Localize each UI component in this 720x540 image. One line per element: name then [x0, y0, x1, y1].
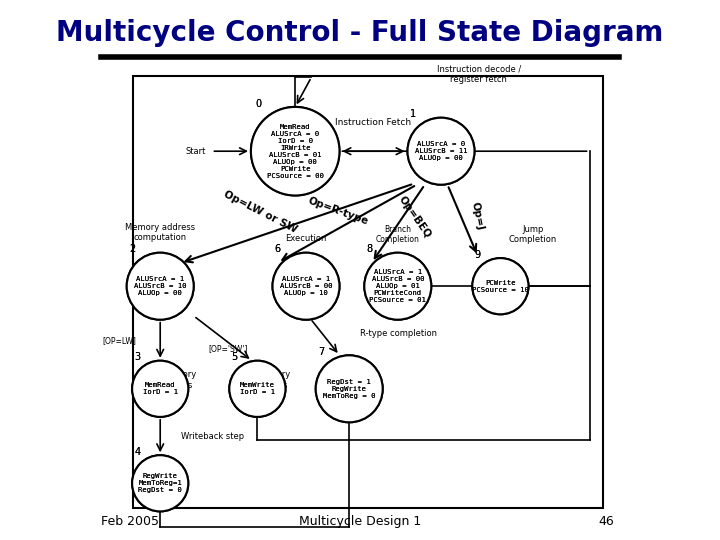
Circle shape: [132, 455, 189, 511]
Text: ALUSrcA = 1
ALUSrcB = 00
ALUOp = 10: ALUSrcA = 1 ALUSrcB = 00 ALUOp = 10: [280, 276, 332, 296]
Text: ALUSrcA = 0
ALUSrcB = 11
ALUOp = 00: ALUSrcA = 0 ALUSrcB = 11 ALUOp = 00: [415, 141, 467, 161]
Text: 46: 46: [598, 515, 613, 528]
Text: Op=J: Op=J: [469, 201, 485, 231]
Text: PCWrite
PCSource = 10: PCWrite PCSource = 10: [472, 280, 528, 293]
Text: MemRead
ALUSrcA = 0
IorD = 0
IRWrite
ALUSrcB = 01
ALUOp = 00
PCWrite
PCSource = : MemRead ALUSrcA = 0 IorD = 0 IRWrite ALU…: [267, 124, 323, 179]
Text: 7: 7: [318, 347, 324, 357]
Circle shape: [230, 361, 285, 417]
Text: PCWrite
PCSource = 10: PCWrite PCSource = 10: [472, 280, 528, 293]
Text: 9: 9: [474, 250, 481, 260]
Circle shape: [315, 355, 383, 422]
Circle shape: [364, 253, 431, 320]
Text: RegWrite
MemToReg=1
RegDst = 0: RegWrite MemToReg=1 RegDst = 0: [138, 473, 182, 494]
Text: Op=R-type: Op=R-type: [307, 196, 370, 227]
Circle shape: [251, 107, 340, 195]
Text: Multicycle Control - Full State Diagram: Multicycle Control - Full State Diagram: [56, 19, 664, 47]
Text: Start: Start: [186, 147, 206, 156]
Text: Memory address
computation: Memory address computation: [125, 222, 195, 242]
Text: Execution: Execution: [285, 234, 327, 243]
Text: 0: 0: [256, 99, 261, 109]
Text: 6: 6: [275, 245, 281, 254]
Text: ALUSrcA = 1
ALUSrcB = 10
ALUOp = 00: ALUSrcA = 1 ALUSrcB = 10 ALUOp = 00: [134, 276, 186, 296]
Text: Memory
access: Memory access: [162, 370, 197, 390]
Text: 9: 9: [474, 250, 481, 260]
Text: 5: 5: [232, 353, 238, 362]
Text: Instruction Fetch: Instruction Fetch: [336, 118, 412, 127]
Circle shape: [272, 253, 340, 320]
Circle shape: [472, 258, 528, 314]
Text: R-type completion: R-type completion: [360, 329, 437, 338]
Text: Memory
access: Memory access: [256, 370, 291, 390]
Text: MemRead
IorD = 1: MemRead IorD = 1: [143, 382, 178, 395]
Circle shape: [472, 258, 528, 314]
Text: Jump
Completion: Jump Completion: [508, 225, 557, 244]
Circle shape: [251, 107, 340, 195]
Text: MemWrite
IorD = 1: MemWrite IorD = 1: [240, 382, 275, 395]
Circle shape: [408, 118, 474, 185]
Text: Branch
Completion: Branch Completion: [376, 225, 420, 244]
Text: 1: 1: [410, 110, 416, 119]
Text: Multicycle Design 1: Multicycle Design 1: [299, 515, 421, 528]
Text: ALUSrcA = 1
ALUSrcB = 00
ALUOp = 01
PCWriteCond
PCSource = 01: ALUSrcA = 1 ALUSrcB = 00 ALUOp = 01 PCWr…: [369, 269, 426, 303]
Text: 4: 4: [135, 447, 140, 457]
FancyBboxPatch shape: [133, 76, 603, 508]
Circle shape: [364, 253, 431, 320]
Text: [OP=LW]: [OP=LW]: [102, 336, 137, 345]
Circle shape: [132, 361, 189, 417]
Text: ALUSrcA = 1
ALUSrcB = 10
ALUOp = 00: ALUSrcA = 1 ALUSrcB = 10 ALUOp = 00: [134, 276, 186, 296]
Circle shape: [272, 253, 340, 320]
Text: 0: 0: [256, 99, 261, 109]
Circle shape: [408, 118, 474, 185]
Circle shape: [132, 455, 189, 511]
Text: MemWrite
IorD = 1: MemWrite IorD = 1: [240, 382, 275, 395]
Text: RegDst = 1
RegWrite
MemToReg = 0: RegDst = 1 RegWrite MemToReg = 0: [323, 379, 375, 399]
Text: 3: 3: [135, 353, 140, 362]
Circle shape: [230, 361, 285, 417]
Text: Instruction decode /
register fetch: Instruction decode / register fetch: [436, 64, 521, 84]
Text: Op=BEQ: Op=BEQ: [397, 194, 433, 240]
Text: RegDst = 1
RegWrite
MemToReg = 0: RegDst = 1 RegWrite MemToReg = 0: [323, 379, 375, 399]
Text: ALUSrcA = 1
ALUSrcB = 00
ALUOp = 10: ALUSrcA = 1 ALUSrcB = 00 ALUOp = 10: [280, 276, 332, 296]
Text: 2: 2: [129, 245, 135, 254]
Text: 6: 6: [275, 245, 281, 254]
Text: Op=LW or SW: Op=LW or SW: [222, 189, 299, 234]
Text: ALUSrcA = 0
ALUSrcB = 11
ALUOp = 00: ALUSrcA = 0 ALUSrcB = 11 ALUOp = 00: [415, 141, 467, 161]
Circle shape: [132, 361, 189, 417]
Text: 4: 4: [135, 447, 140, 457]
Text: RegWrite
MemToReg=1
RegDst = 0: RegWrite MemToReg=1 RegDst = 0: [138, 473, 182, 494]
Text: ALUSrcA = 1
ALUSrcB = 00
ALUOp = 01
PCWriteCond
PCSource = 01: ALUSrcA = 1 ALUSrcB = 00 ALUOp = 01 PCWr…: [369, 269, 426, 303]
Text: [OP='SW']: [OP='SW']: [208, 345, 248, 354]
Text: Writeback step: Writeback step: [181, 432, 244, 441]
Text: 1: 1: [410, 110, 416, 119]
Text: MemRead
IorD = 1: MemRead IorD = 1: [143, 382, 178, 395]
Text: 2: 2: [129, 245, 135, 254]
Circle shape: [127, 253, 194, 320]
Text: 7: 7: [318, 347, 324, 357]
Circle shape: [127, 253, 194, 320]
Text: 3: 3: [135, 353, 140, 362]
Text: MemRead
ALUSrcA = 0
IorD = 0
IRWrite
ALUSrcB = 01
ALUOp = 00
PCWrite
PCSource = : MemRead ALUSrcA = 0 IorD = 0 IRWrite ALU…: [267, 124, 323, 179]
Text: 8: 8: [366, 245, 373, 254]
Text: 8: 8: [366, 245, 373, 254]
Circle shape: [315, 355, 383, 422]
Text: Feb 2005: Feb 2005: [101, 515, 159, 528]
Text: 5: 5: [232, 353, 238, 362]
